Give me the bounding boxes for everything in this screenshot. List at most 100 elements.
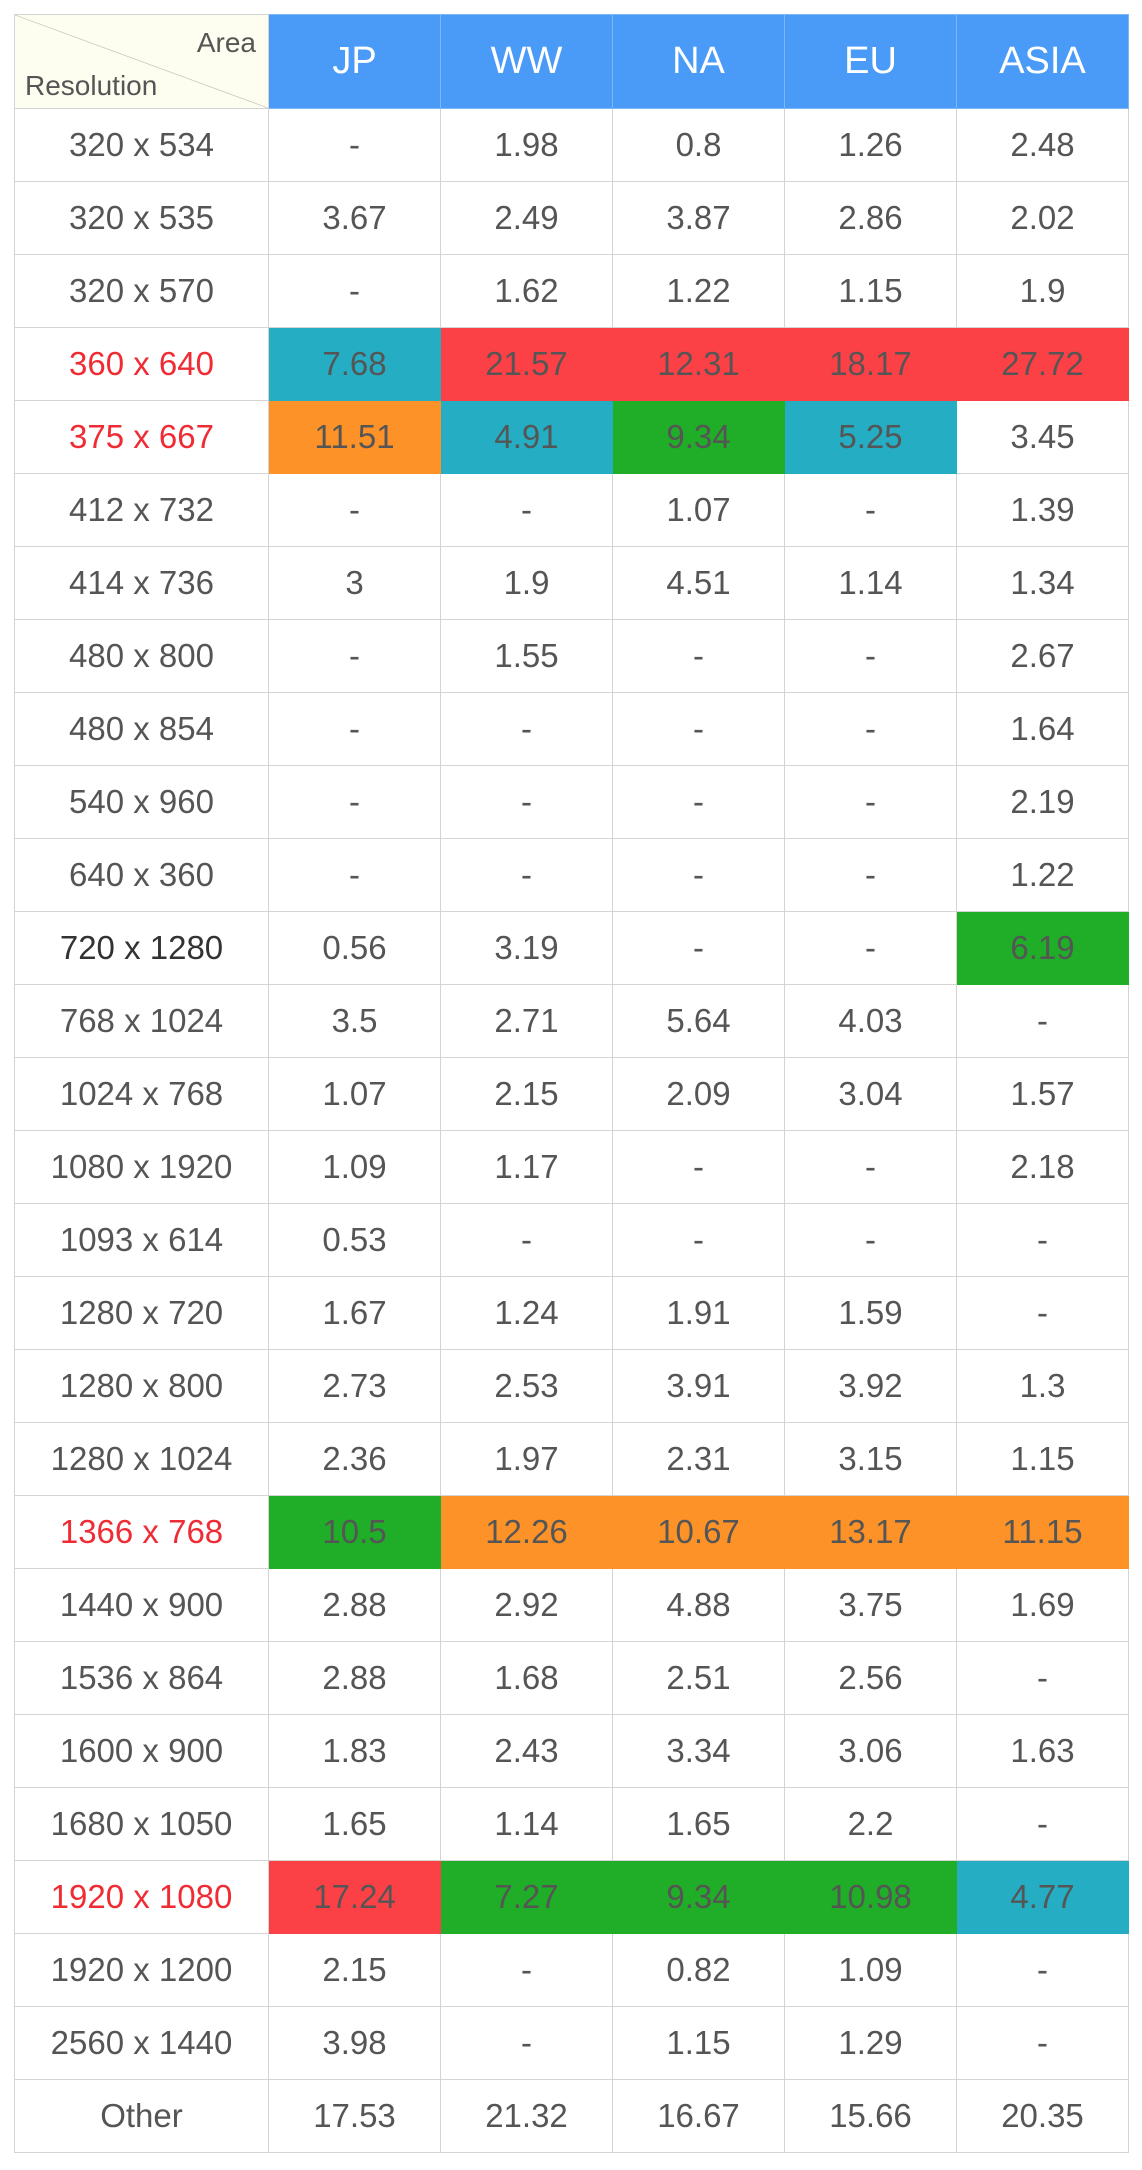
- value-cell-na: 2.51: [612, 1641, 785, 1715]
- value-cell-na: 1.15: [612, 2006, 785, 2080]
- value-cell-jp: -: [268, 765, 441, 839]
- row-resolution-label: 2560 x 1440: [14, 2006, 269, 2080]
- value-cell-asia: 11.15: [956, 1495, 1129, 1569]
- value-cell-asia: -: [956, 1787, 1129, 1861]
- value-cell-ww: 1.98: [440, 108, 613, 182]
- value-cell-jp: 1.07: [268, 1057, 441, 1131]
- value-cell-jp: 2.36: [268, 1422, 441, 1496]
- value-cell-eu: -: [784, 1203, 957, 1277]
- row-resolution-label: 1680 x 1050: [14, 1787, 269, 1861]
- value-cell-ww: 1.14: [440, 1787, 613, 1861]
- value-cell-asia: -: [956, 1276, 1129, 1350]
- value-cell-eu: 3.04: [784, 1057, 957, 1131]
- table-row: 1080 x 1920 1.09 1.17- -2.18: [14, 1130, 1129, 1204]
- row-resolution-label: 414 x 736: [14, 546, 269, 620]
- value-cell-eu: 1.14: [784, 546, 957, 620]
- value-cell-ww: 1.97: [440, 1422, 613, 1496]
- corner-diagonal-line: [15, 15, 268, 108]
- value-cell-ww: 2.92: [440, 1568, 613, 1642]
- value-cell-asia: 20.35: [956, 2079, 1129, 2153]
- value-cell-asia: 2.19: [956, 765, 1129, 839]
- value-cell-eu: 1.59: [784, 1276, 957, 1350]
- value-cell-jp: 3: [268, 546, 441, 620]
- value-cell-na: -: [612, 765, 785, 839]
- value-cell-na: -: [612, 619, 785, 693]
- value-cell-ww: 2.53: [440, 1349, 613, 1423]
- row-resolution-label: 1440 x 900: [14, 1568, 269, 1642]
- value-cell-asia: 1.15: [956, 1422, 1129, 1496]
- row-resolution-label: 720 x 1280: [14, 911, 269, 985]
- value-cell-jp: 3.98: [268, 2006, 441, 2080]
- value-cell-ww: 1.17: [440, 1130, 613, 1204]
- value-cell-eu: 3.75: [784, 1568, 957, 1642]
- row-resolution-label: 375 x 667: [14, 400, 269, 474]
- value-cell-ww: 1.55: [440, 619, 613, 693]
- value-cell-na: 3.87: [612, 181, 785, 255]
- value-cell-eu: 1.29: [784, 2006, 957, 2080]
- value-cell-eu: 10.98: [784, 1860, 957, 1934]
- value-cell-na: 16.67: [612, 2079, 785, 2153]
- table-row: 1280 x 800 2.73 2.53 3.91 3.92 1.3: [14, 1349, 1129, 1423]
- table-row: 2560 x 1440 3.98-1.15 1.29-: [14, 2006, 1129, 2080]
- value-cell-asia: 1.9: [956, 254, 1129, 328]
- value-cell-eu: 3.15: [784, 1422, 957, 1496]
- row-resolution-label: 480 x 854: [14, 692, 269, 766]
- value-cell-na: 1.22: [612, 254, 785, 328]
- value-cell-asia: -: [956, 984, 1129, 1058]
- value-cell-eu: 3.06: [784, 1714, 957, 1788]
- value-cell-jp: -: [268, 619, 441, 693]
- value-cell-na: -: [612, 692, 785, 766]
- value-cell-asia: 3.45: [956, 400, 1129, 474]
- value-cell-jp: 0.53: [268, 1203, 441, 1277]
- value-cell-ww: 1.62: [440, 254, 613, 328]
- value-cell-eu: -: [784, 692, 957, 766]
- column-header-asia: ASIA: [956, 14, 1129, 109]
- row-resolution-label: 640 x 360: [14, 838, 269, 912]
- table-row: 360 x 640 7.68 21.57 12.31 18.17 27.72: [14, 327, 1129, 401]
- value-cell-ww: 1.9: [440, 546, 613, 620]
- table-row: 768 x 1024 3.5 2.71 5.64 4.03-: [14, 984, 1129, 1058]
- value-cell-jp: 1.83: [268, 1714, 441, 1788]
- value-cell-ww: 2.43: [440, 1714, 613, 1788]
- column-header-eu: EU: [784, 14, 957, 109]
- row-resolution-label: 1280 x 800: [14, 1349, 269, 1423]
- row-resolution-label: 320 x 534: [14, 108, 269, 182]
- column-header-ww: WW: [440, 14, 613, 109]
- table-row: 1280 x 720 1.67 1.24 1.91 1.59-: [14, 1276, 1129, 1350]
- value-cell-jp: 10.5: [268, 1495, 441, 1569]
- value-cell-eu: 13.17: [784, 1495, 957, 1569]
- value-cell-eu: -: [784, 911, 957, 985]
- row-resolution-label: 1024 x 768: [14, 1057, 269, 1131]
- value-cell-jp: 2.88: [268, 1568, 441, 1642]
- value-cell-na: 0.82: [612, 1933, 785, 2007]
- row-resolution-label: 360 x 640: [14, 327, 269, 401]
- row-resolution-label: 768 x 1024: [14, 984, 269, 1058]
- column-header-jp: JP: [268, 14, 441, 109]
- value-cell-jp: -: [268, 473, 441, 547]
- value-cell-eu: -: [784, 765, 957, 839]
- value-cell-ww: 1.24: [440, 1276, 613, 1350]
- row-resolution-label: 1366 x 768: [14, 1495, 269, 1569]
- table-row: 320 x 534-1.98 0.8 1.26 2.48: [14, 108, 1129, 182]
- value-cell-na: 10.67: [612, 1495, 785, 1569]
- value-cell-na: 1.91: [612, 1276, 785, 1350]
- value-cell-na: 1.65: [612, 1787, 785, 1861]
- value-cell-jp: 0.56: [268, 911, 441, 985]
- table-row: 412 x 732- -1.07-1.39: [14, 473, 1129, 547]
- value-cell-jp: 17.24: [268, 1860, 441, 1934]
- table-row: 375 x 667 11.51 4.91 9.34 5.25 3.45: [14, 400, 1129, 474]
- value-cell-na: 2.09: [612, 1057, 785, 1131]
- row-resolution-label: 1080 x 1920: [14, 1130, 269, 1204]
- value-cell-asia: 2.18: [956, 1130, 1129, 1204]
- table-row: 1920 x 1200 2.15-0.82 1.09-: [14, 1933, 1129, 2007]
- row-resolution-label: 1280 x 1024: [14, 1422, 269, 1496]
- table-row: 480 x 854- - - -1.64: [14, 692, 1129, 766]
- value-cell-eu: -: [784, 1130, 957, 1204]
- row-resolution-label: 480 x 800: [14, 619, 269, 693]
- value-cell-ww: -: [440, 1203, 613, 1277]
- value-cell-asia: -: [956, 1203, 1129, 1277]
- corner-area-label: Area: [196, 27, 256, 58]
- value-cell-eu: 1.09: [784, 1933, 957, 2007]
- table-row: 414 x 736 3 1.9 4.51 1.14 1.34: [14, 546, 1129, 620]
- value-cell-eu: 1.26: [784, 108, 957, 182]
